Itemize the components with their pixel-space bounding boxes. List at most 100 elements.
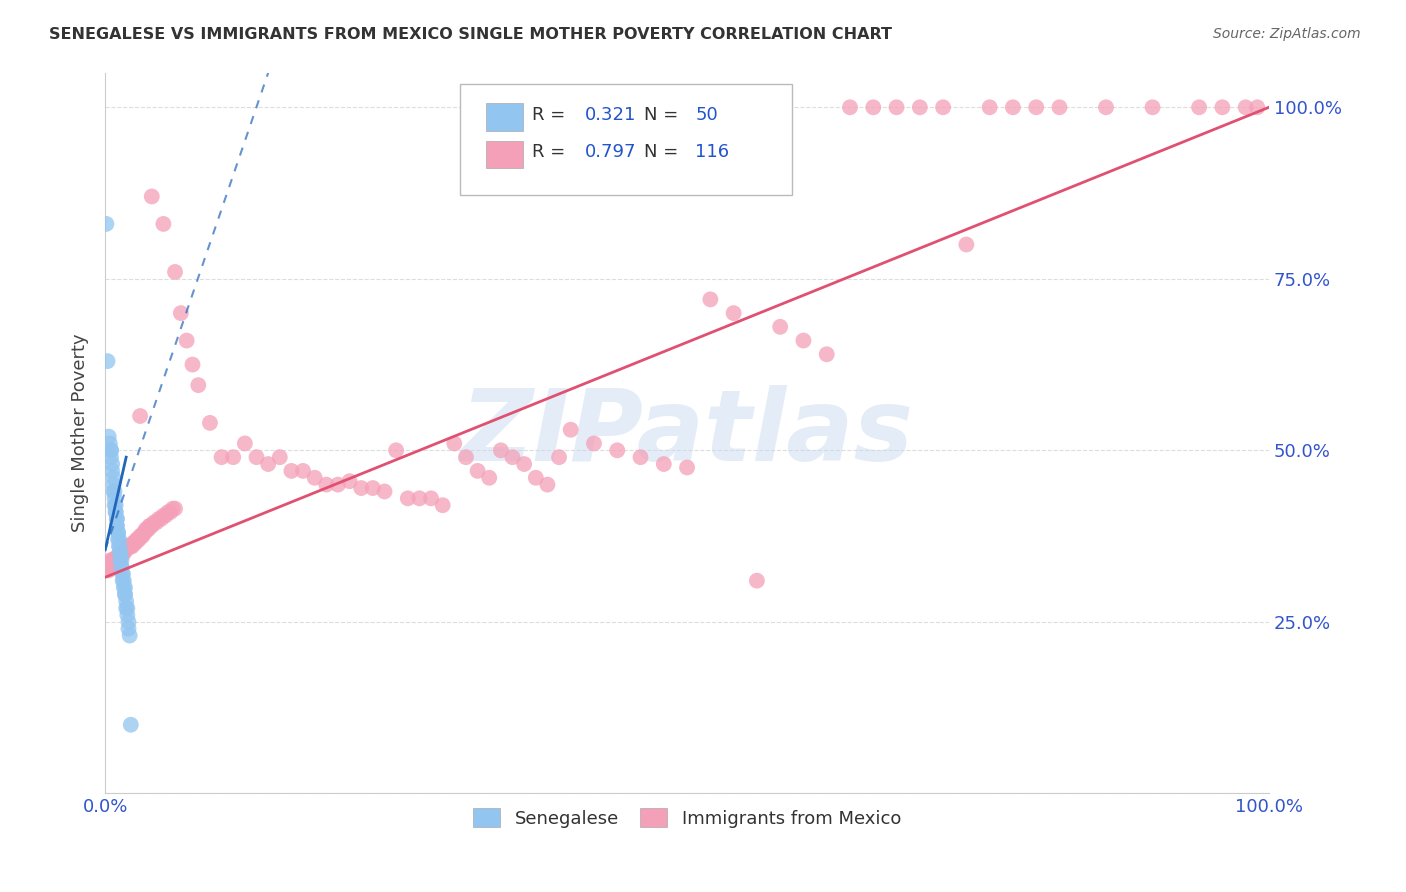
Point — [103, 484, 125, 499]
Point — [103, 557, 125, 571]
Point — [502, 450, 524, 465]
Point — [582, 436, 605, 450]
Point — [104, 498, 127, 512]
Point — [96, 217, 118, 231]
Point — [127, 533, 149, 547]
Point — [107, 525, 129, 540]
Point — [385, 443, 408, 458]
Text: 0.797: 0.797 — [585, 144, 636, 161]
Point — [103, 498, 125, 512]
Point — [326, 477, 349, 491]
Point — [120, 540, 142, 554]
Point — [155, 508, 177, 523]
Text: 50: 50 — [695, 106, 718, 124]
Text: Source: ZipAtlas.com: Source: ZipAtlas.com — [1213, 27, 1361, 41]
Y-axis label: Single Mother Poverty: Single Mother Poverty — [72, 334, 89, 533]
Point — [103, 491, 125, 506]
Point — [103, 477, 125, 491]
Point — [128, 533, 150, 547]
Point — [105, 512, 128, 526]
Point — [979, 100, 1001, 114]
Point — [111, 546, 134, 560]
Point — [139, 518, 162, 533]
Point — [96, 560, 118, 574]
Point — [104, 505, 127, 519]
Point — [699, 293, 721, 307]
Point — [162, 501, 184, 516]
Point — [157, 505, 180, 519]
Point — [163, 265, 186, 279]
Point — [136, 522, 159, 536]
Point — [1142, 100, 1164, 114]
Point — [114, 587, 136, 601]
Point — [211, 450, 233, 465]
Point — [536, 477, 558, 491]
Point — [478, 471, 501, 485]
Point — [245, 450, 267, 465]
Point — [1095, 100, 1118, 114]
Point — [110, 553, 132, 567]
Point — [280, 464, 302, 478]
Point — [117, 601, 139, 615]
Point — [373, 484, 395, 499]
Point — [745, 574, 768, 588]
Point — [676, 460, 699, 475]
Point — [100, 450, 122, 465]
Point — [908, 100, 931, 114]
Point — [100, 443, 122, 458]
Point — [110, 546, 132, 560]
Point — [1001, 100, 1024, 114]
Point — [769, 319, 792, 334]
Point — [101, 457, 124, 471]
Point — [103, 484, 125, 499]
Point — [112, 581, 135, 595]
Point — [489, 443, 512, 458]
Point — [304, 471, 326, 485]
Point — [107, 525, 129, 540]
Point — [120, 717, 142, 731]
Point — [176, 334, 198, 348]
Point — [129, 409, 152, 423]
Text: ZIPatlas: ZIPatlas — [461, 384, 914, 482]
Point — [454, 450, 477, 465]
Point — [1246, 100, 1268, 114]
Point — [115, 542, 138, 557]
Point — [117, 540, 139, 554]
Text: 116: 116 — [695, 144, 730, 161]
Point — [117, 607, 139, 622]
Point — [129, 529, 152, 543]
Point — [110, 553, 132, 567]
Point — [1188, 100, 1211, 114]
Point — [315, 477, 337, 491]
Point — [148, 512, 170, 526]
Point — [233, 436, 256, 450]
Point — [125, 533, 148, 547]
Point — [103, 471, 125, 485]
Legend: Senegalese, Immigrants from Mexico: Senegalese, Immigrants from Mexico — [465, 801, 908, 835]
Point — [141, 518, 163, 533]
Point — [513, 457, 536, 471]
Point — [96, 354, 118, 368]
Point — [96, 557, 118, 571]
Point — [1049, 100, 1071, 114]
Text: SENEGALESE VS IMMIGRANTS FROM MEXICO SINGLE MOTHER POVERTY CORRELATION CHART: SENEGALESE VS IMMIGRANTS FROM MEXICO SIN… — [49, 27, 893, 42]
Point — [723, 306, 745, 320]
Point — [143, 516, 166, 530]
Point — [432, 498, 454, 512]
Point — [118, 540, 141, 554]
Point — [117, 615, 139, 629]
Point — [108, 540, 131, 554]
Point — [443, 436, 465, 450]
Point — [100, 553, 122, 567]
Point — [548, 450, 571, 465]
Point — [630, 450, 652, 465]
Point — [108, 533, 131, 547]
Point — [118, 629, 141, 643]
Point — [145, 516, 167, 530]
Point — [104, 505, 127, 519]
Point — [107, 549, 129, 564]
Point — [112, 574, 135, 588]
Point — [269, 450, 291, 465]
Point — [105, 512, 128, 526]
Point — [361, 481, 384, 495]
